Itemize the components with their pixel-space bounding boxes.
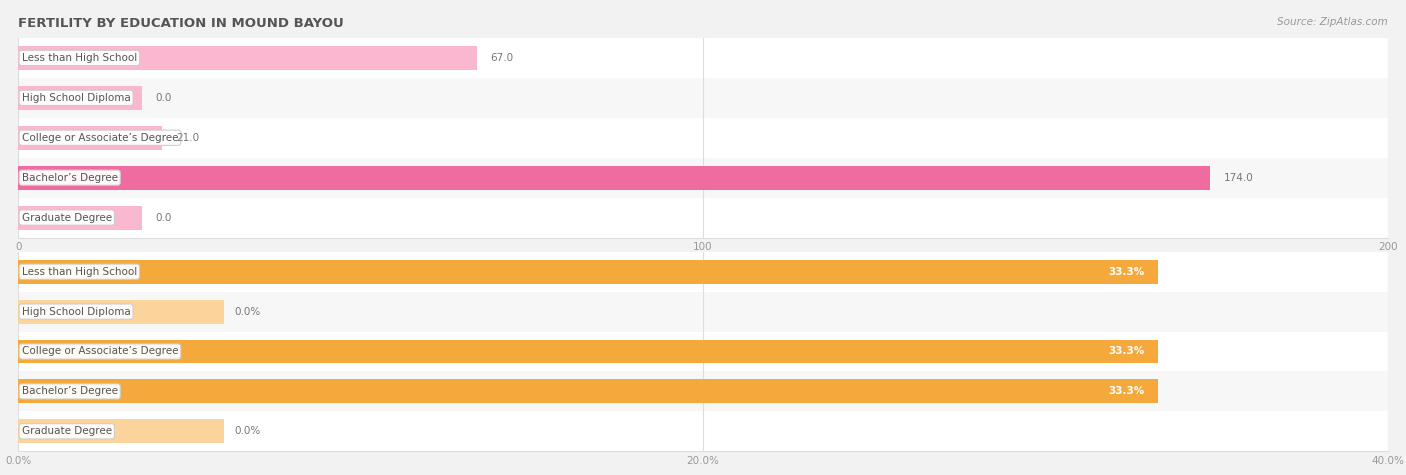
Bar <box>18 118 1388 158</box>
Bar <box>18 206 142 229</box>
Text: 33.3%: 33.3% <box>1108 386 1144 397</box>
Text: 21.0: 21.0 <box>176 133 198 143</box>
Bar <box>18 260 1159 284</box>
Text: 0.0%: 0.0% <box>233 306 260 317</box>
Bar <box>18 166 1209 190</box>
Bar <box>18 371 1388 411</box>
Bar <box>18 292 1388 332</box>
Text: Source: ZipAtlas.com: Source: ZipAtlas.com <box>1277 17 1388 27</box>
Text: 0.0: 0.0 <box>155 212 172 223</box>
Text: 0.0%: 0.0% <box>233 426 260 437</box>
Text: Less than High School: Less than High School <box>21 53 136 63</box>
Text: FERTILITY BY EDUCATION IN MOUND BAYOU: FERTILITY BY EDUCATION IN MOUND BAYOU <box>18 17 344 29</box>
Text: 0.0: 0.0 <box>155 93 172 103</box>
Bar <box>18 419 224 443</box>
Bar <box>18 46 477 70</box>
Bar <box>18 158 1388 198</box>
Bar <box>18 86 142 110</box>
Bar <box>18 38 1388 78</box>
Bar <box>18 198 1388 238</box>
Text: 33.3%: 33.3% <box>1108 266 1144 277</box>
Text: Less than High School: Less than High School <box>21 266 136 277</box>
Text: College or Associate’s Degree: College or Associate’s Degree <box>21 346 179 357</box>
Text: High School Diploma: High School Diploma <box>21 93 131 103</box>
Text: 67.0: 67.0 <box>491 53 513 63</box>
Bar <box>18 332 1388 371</box>
Bar <box>18 78 1388 118</box>
Text: Bachelor’s Degree: Bachelor’s Degree <box>21 172 118 183</box>
Bar <box>18 380 1159 403</box>
Bar <box>18 411 1388 451</box>
Text: 33.3%: 33.3% <box>1108 346 1144 357</box>
Bar <box>18 126 162 150</box>
Text: Bachelor’s Degree: Bachelor’s Degree <box>21 386 118 397</box>
Text: 174.0: 174.0 <box>1223 172 1253 183</box>
Bar <box>18 300 224 323</box>
Text: High School Diploma: High School Diploma <box>21 306 131 317</box>
Bar <box>18 340 1159 363</box>
Bar <box>18 252 1388 292</box>
Text: College or Associate’s Degree: College or Associate’s Degree <box>21 133 179 143</box>
Text: Graduate Degree: Graduate Degree <box>21 426 112 437</box>
Text: Graduate Degree: Graduate Degree <box>21 212 112 223</box>
